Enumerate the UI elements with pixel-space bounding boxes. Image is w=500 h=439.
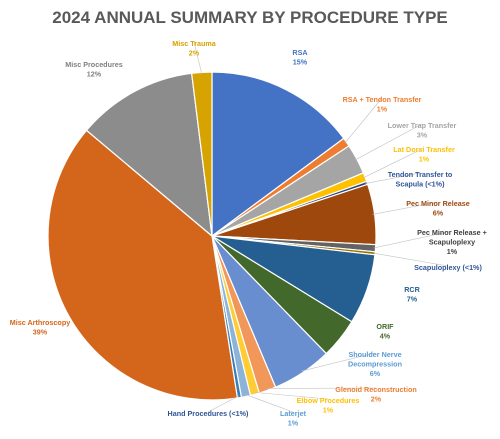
leader-line-pec-minor-release-scapuloplexy [373,230,453,249]
slice-label-rcr: RCR 7% [404,285,420,304]
slice-label-pec-minor-release-scapuloplexy: Pec Minor Release + Scapuloplexy 1% [417,228,487,256]
chart-title: 2024 ANNUAL SUMMARY BY PROCEDURE TYPE [52,8,448,27]
leader-line-elbow-procedures [254,392,329,400]
pie-slice-misc-arthroscopy [47,129,239,401]
slice-label-misc-trauma: Misc Trauma 2% [172,39,217,58]
leader-line-lower-trap-transfer [354,123,423,161]
slice-label-glenoid-reconstruction: Glenoid Reconstruction 2% [335,385,416,404]
slice-label-scapuloplexy-1: Scapuloplexy (<1%) [414,263,482,272]
leader-line-scapuloplexy-1 [373,252,449,267]
leader-line-rsa-tendon-transfer [344,97,383,144]
slice-label-hand-procedures-1: Hand Procedures (<1%) [168,409,249,418]
leader-line-misc-trauma [193,41,203,75]
slice-label-tendon-transfer-to-scapula-1: Tendon Transfer to Scapula (<1%) [388,170,453,189]
slice-label-shoulder-nerve-decompression: Shoulder Nerve Decompression 6% [348,350,402,378]
slice-label-rsa-tendon-transfer: RSA + Tendon Transfer 1% [343,95,422,114]
pie-slice-misc-procedures [85,72,213,238]
slice-label-lower-trap-transfer: Lower Trap Transfer 3% [388,121,457,140]
leader-line-hand-procedures-1 [207,395,240,413]
leader-line-lat-dorsi-transfer [363,147,425,179]
slice-label-rsa: RSA 15% [292,48,307,67]
slice-label-orif: ORIF 4% [376,322,394,341]
leader-line-shoulder-nerve-decompression [301,352,376,372]
slice-label-laterjet: Laterjet 1% [280,409,307,428]
leader-line-tendon-transfer-to-scapula-1 [365,172,421,184]
leader-line-pec-minor-release [372,201,439,215]
slice-label-pec-minor-release: Pec Minor Release 6% [406,199,470,218]
slice-label-misc-procedures: Misc Procedures 12% [65,60,123,79]
pie-slice-rsa [211,71,345,238]
slice-label-lat-dorsi-transfer: Lat Dorsi Transfer 1% [393,145,455,164]
slice-label-misc-arthroscopy: Misc Arthroscopy 39% [10,318,70,337]
leader-line-laterjet [245,394,294,413]
pie-slice-misc-trauma [190,71,213,237]
slice-label-elbow-procedures: Elbow Procedures 1% [297,396,360,415]
